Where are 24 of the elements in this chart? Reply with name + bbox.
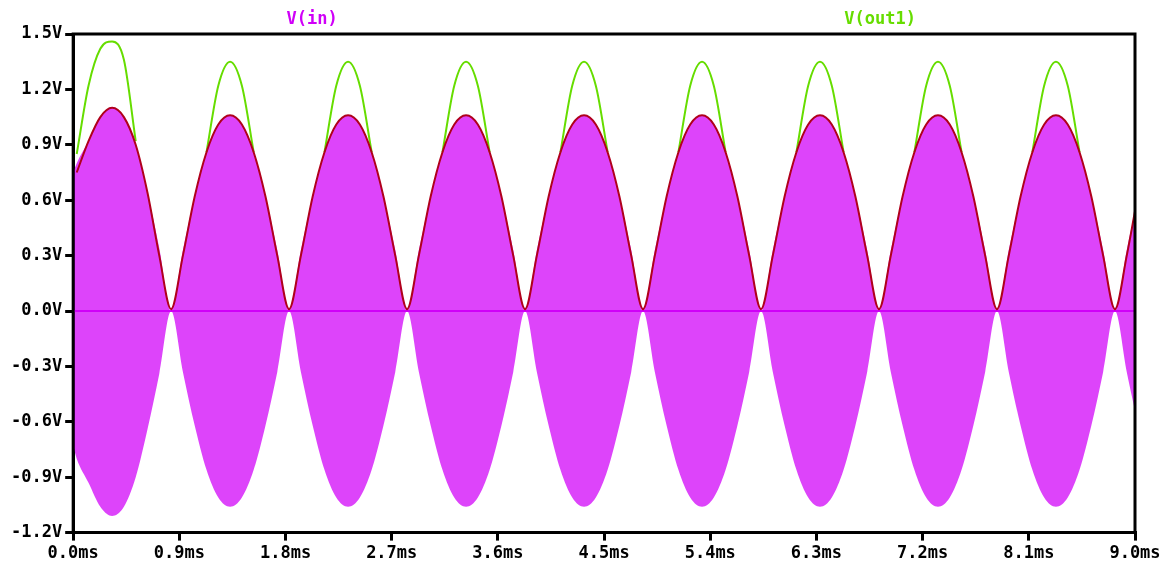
y-tick-label: 1.2V [21, 77, 63, 98]
x-tick-label: 6.3ms [790, 542, 843, 563]
y-tick-label: 0.6V [21, 188, 63, 209]
y-tick-label: -0.3V [10, 354, 63, 375]
y-tick-label: -0.6V [10, 410, 63, 431]
y-tick-label: -0.9V [10, 465, 63, 486]
text: V(out1) [844, 7, 916, 28]
x-tick-label: 0.0ms [47, 542, 99, 563]
x-tick-label: 8.1ms [1003, 542, 1055, 563]
y-tick-label: 1.5V [21, 22, 63, 43]
line-series [75, 106, 1135, 311]
y-tick-label: 0.3V [21, 244, 63, 265]
x-tick-label: 2.7ms [366, 542, 418, 563]
x-tick-label: 3.6ms [472, 542, 524, 563]
y-tick-label: 0.9V [21, 133, 63, 154]
x-tick-label: 1.8ms [259, 542, 312, 563]
x-tick-label: 5.4ms [684, 542, 736, 563]
text: V(in) [286, 7, 338, 28]
y-tick-label: 0.0V [21, 299, 63, 320]
x-tick-label: 9.0ms [1109, 542, 1161, 563]
x-tick-label: 4.5ms [578, 542, 630, 563]
x-tick-label: 7.2ms [897, 542, 949, 563]
y-tick-label: -1.2V [10, 521, 63, 542]
x-tick-label: 0.9ms [153, 542, 205, 563]
